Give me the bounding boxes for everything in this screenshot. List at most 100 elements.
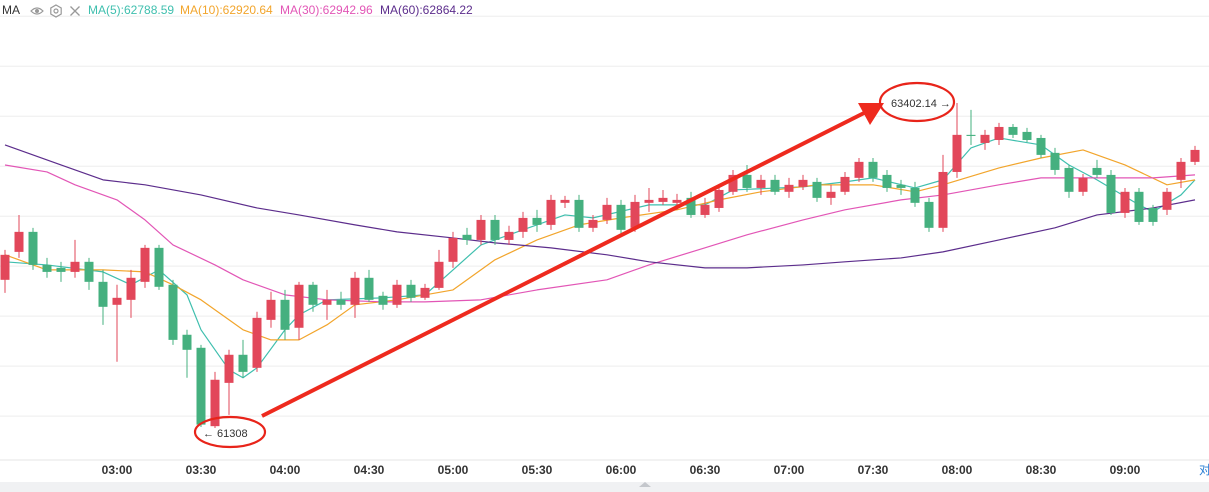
candle-body bbox=[924, 201, 934, 228]
candle-body bbox=[518, 217, 528, 232]
x-tick-label: 07:00 bbox=[774, 463, 805, 477]
candle-body bbox=[378, 295, 388, 305]
candle-body bbox=[462, 234, 472, 240]
candle-body bbox=[980, 134, 990, 143]
x-tick-label: 03:30 bbox=[186, 463, 217, 477]
candle-body bbox=[210, 379, 220, 427]
candle-body bbox=[1036, 137, 1046, 155]
candle-body bbox=[644, 199, 654, 203]
x-tick-label: 05:00 bbox=[438, 463, 469, 477]
ma-line bbox=[4, 149, 1196, 341]
legend-entry: MA(5):62788.59 bbox=[88, 3, 174, 17]
candle-body bbox=[238, 354, 248, 372]
candle-body bbox=[280, 299, 290, 330]
candle-body bbox=[1050, 152, 1060, 170]
candle-body bbox=[854, 161, 864, 178]
candle-body bbox=[406, 284, 416, 298]
x-tick-label: 06:00 bbox=[606, 463, 637, 477]
candle-body bbox=[1106, 174, 1116, 213]
settings-icon[interactable] bbox=[50, 4, 62, 18]
candle-body bbox=[140, 247, 150, 282]
candle-body bbox=[196, 347, 206, 425]
candle-body bbox=[14, 231, 24, 252]
candle-body bbox=[252, 317, 262, 368]
candle-body bbox=[504, 231, 514, 240]
candle-body bbox=[896, 184, 906, 188]
candle-body bbox=[532, 217, 542, 225]
candle-body bbox=[448, 237, 458, 262]
candle-body bbox=[574, 199, 584, 228]
candle-body bbox=[1064, 167, 1074, 192]
candle-body bbox=[294, 284, 304, 328]
candle-body bbox=[994, 126, 1004, 140]
candle-body bbox=[1022, 131, 1032, 140]
eye-icon[interactable] bbox=[30, 7, 44, 15]
candle-body bbox=[602, 204, 612, 220]
candle-body bbox=[812, 181, 822, 198]
candle-body bbox=[672, 199, 682, 203]
candle-body bbox=[938, 171, 948, 228]
candle-body bbox=[742, 174, 752, 188]
candle-body bbox=[966, 134, 976, 136]
candle-body bbox=[1092, 167, 1102, 175]
legend-entry: MA(30):62942.96 bbox=[280, 3, 373, 17]
candle-body bbox=[630, 201, 640, 228]
candle-body bbox=[490, 219, 500, 240]
scrollbar[interactable] bbox=[0, 482, 1209, 492]
candle-body bbox=[350, 277, 360, 305]
candle-body bbox=[560, 199, 570, 203]
axis-mode-label[interactable]: 对 bbox=[1199, 463, 1209, 477]
close-icon[interactable] bbox=[70, 6, 80, 16]
low-circle bbox=[193, 415, 267, 449]
candle-body bbox=[266, 299, 276, 320]
candle-body bbox=[784, 184, 794, 192]
x-tick-label: 09:00 bbox=[1110, 463, 1141, 477]
candle-body bbox=[1162, 191, 1172, 210]
candle-body bbox=[686, 197, 696, 215]
candle-body bbox=[98, 281, 108, 307]
candle-body bbox=[336, 299, 346, 305]
legend: MA(5):62788.59 MA(10):62920.64 MA(30):6294… bbox=[88, 3, 473, 17]
x-axis: 03:00 03:30 04:00 04:30 05:00 05:30 06:00 06:30… bbox=[102, 463, 1141, 477]
annotation-arrow bbox=[261, 110, 867, 418]
candle-body bbox=[798, 179, 808, 187]
candle-body bbox=[840, 176, 850, 192]
scroll-handle[interactable] bbox=[639, 482, 651, 487]
candle-body bbox=[224, 354, 234, 383]
candle-body bbox=[420, 287, 430, 298]
candle-body bbox=[546, 199, 556, 225]
candle-body bbox=[28, 231, 38, 265]
low-annotation: ← 61308 bbox=[203, 428, 248, 440]
x-tick-label: 07:30 bbox=[858, 463, 889, 477]
legend-entry: MA(10):62920.64 bbox=[180, 3, 273, 17]
candle-body bbox=[826, 191, 836, 198]
candle-body bbox=[756, 179, 766, 188]
candle-body bbox=[70, 261, 80, 272]
candle-body bbox=[1078, 177, 1088, 192]
candle-body bbox=[154, 247, 164, 287]
candle-body bbox=[56, 267, 66, 272]
candle-body bbox=[770, 179, 780, 192]
candle-body bbox=[952, 134, 962, 172]
candle-body bbox=[182, 334, 192, 350]
candle-body bbox=[84, 261, 94, 282]
candle-body bbox=[322, 299, 332, 305]
ma-line bbox=[4, 144, 1196, 269]
candle-body bbox=[476, 219, 486, 240]
high-circle bbox=[878, 81, 956, 123]
x-tick-label: 05:30 bbox=[522, 463, 553, 477]
x-tick-label: 03:00 bbox=[102, 463, 133, 477]
x-tick-label: 08:00 bbox=[942, 463, 973, 477]
candle-body bbox=[1008, 126, 1018, 135]
candle-body bbox=[910, 187, 920, 203]
candle-body bbox=[1190, 149, 1200, 162]
candle-body bbox=[588, 219, 598, 228]
candle-body bbox=[392, 284, 402, 305]
candle-body bbox=[364, 277, 374, 300]
candle-body bbox=[616, 204, 626, 230]
ma-line bbox=[4, 164, 1196, 303]
candle-body bbox=[868, 161, 878, 178]
candle-body bbox=[1134, 191, 1144, 222]
x-tick-label: 08:30 bbox=[1026, 463, 1057, 477]
